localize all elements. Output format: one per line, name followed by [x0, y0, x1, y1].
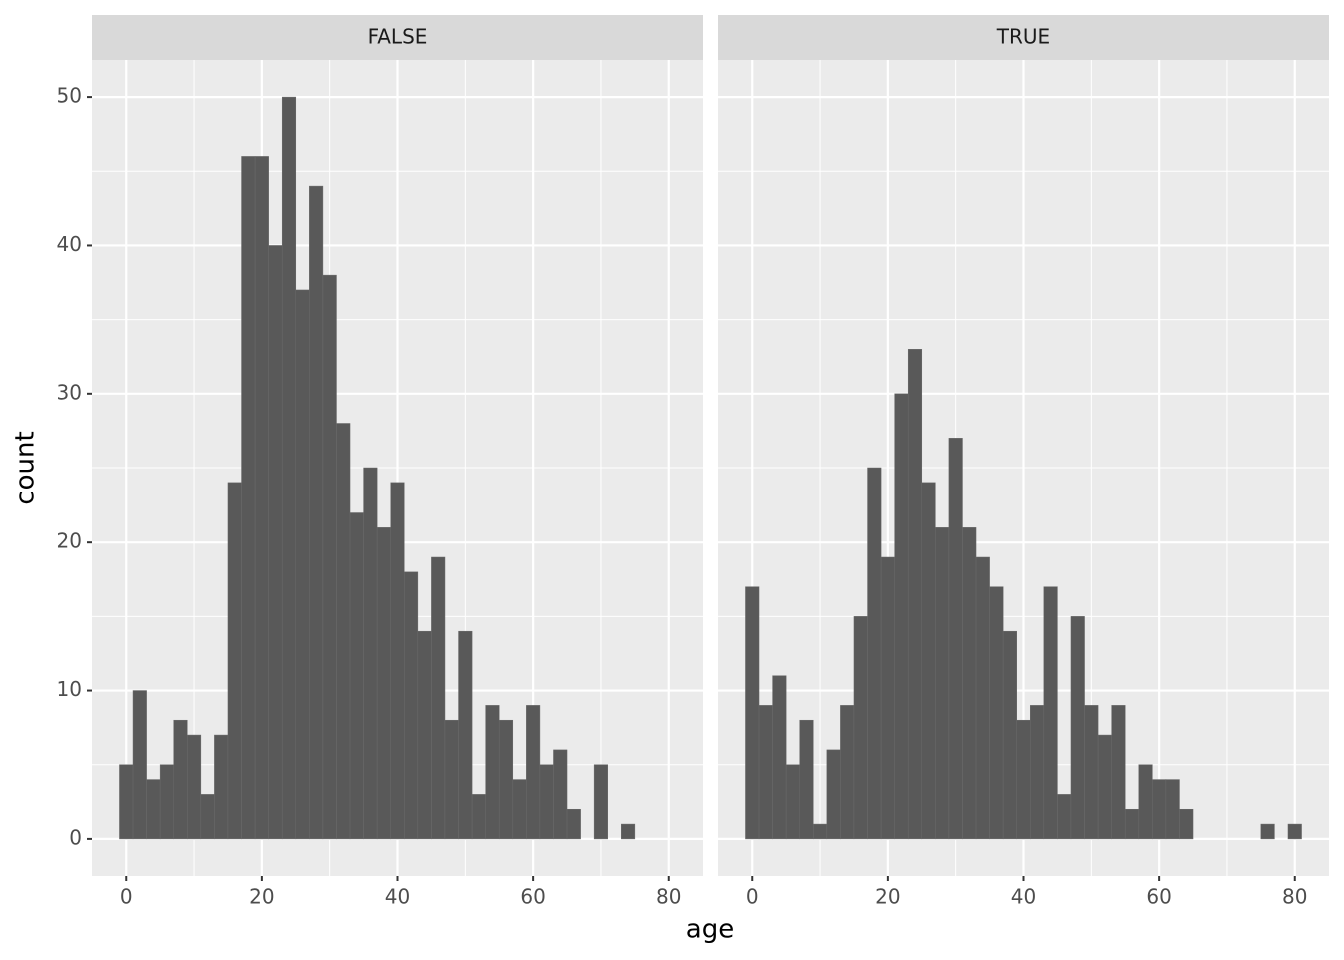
x-tick-label: 40 [1011, 885, 1036, 909]
bar [840, 705, 855, 840]
bar [785, 764, 800, 840]
bar [336, 423, 351, 840]
bar [471, 794, 486, 840]
bar [1084, 705, 1099, 840]
bar [813, 823, 828, 840]
bar [1138, 764, 1153, 840]
bar [758, 705, 773, 840]
bar [417, 630, 432, 840]
bar [1057, 794, 1072, 840]
bar [1287, 823, 1302, 840]
x-tick-label: 60 [520, 885, 545, 909]
bar [322, 274, 337, 840]
bar [1165, 779, 1180, 840]
bar [539, 764, 554, 840]
bar [268, 245, 283, 840]
x-tick-label: 40 [385, 885, 410, 909]
bar [1002, 630, 1017, 840]
bar [1124, 808, 1140, 840]
bar [962, 527, 977, 840]
bar [1016, 719, 1031, 840]
strip-label: FALSE [368, 25, 428, 49]
bar [200, 794, 215, 840]
bar [390, 482, 405, 840]
y-tick-label: 0 [69, 825, 82, 849]
bar [975, 556, 990, 840]
bar [376, 527, 391, 840]
x-tick-label: 0 [746, 885, 759, 909]
y-axis-title: count [11, 431, 41, 504]
bar [593, 764, 608, 840]
y-tick-label: 20 [57, 529, 82, 553]
bar [227, 482, 242, 840]
bar [1043, 586, 1058, 840]
bar [1097, 734, 1112, 840]
strip-background [92, 15, 703, 60]
bar [404, 571, 419, 840]
bar [1111, 705, 1126, 840]
bar [173, 719, 188, 840]
bar [907, 349, 923, 840]
bar [254, 156, 269, 840]
x-tick-label: 20 [875, 885, 900, 909]
strip-background [718, 15, 1329, 60]
bar [458, 630, 473, 840]
bar [799, 719, 814, 840]
x-tick-label: 20 [249, 885, 274, 909]
bar [431, 556, 446, 840]
bar [1152, 779, 1167, 840]
bar [159, 764, 174, 840]
bar [146, 779, 161, 840]
bar [1179, 808, 1194, 840]
bar [745, 586, 760, 840]
bar [214, 734, 229, 840]
bar [1260, 823, 1275, 840]
bar [498, 719, 514, 840]
bar [772, 675, 787, 840]
strip-label: TRUE [996, 25, 1050, 49]
bar [241, 156, 256, 840]
bar [853, 616, 868, 840]
bar [281, 96, 297, 840]
bar [132, 690, 147, 840]
bar [309, 185, 324, 840]
bar [894, 393, 909, 840]
bar [119, 764, 134, 840]
y-tick-label: 50 [57, 84, 82, 108]
bar [553, 749, 568, 840]
bar [1030, 705, 1045, 840]
bar [826, 749, 841, 840]
bar [989, 586, 1004, 840]
bar [512, 779, 527, 840]
y-tick-label: 30 [57, 380, 82, 404]
bar [187, 734, 202, 840]
bar [444, 719, 459, 840]
x-tick-label: 60 [1146, 885, 1171, 909]
bar [867, 467, 882, 840]
bar [349, 512, 364, 840]
y-tick-label: 40 [57, 232, 82, 256]
bar [1070, 616, 1085, 840]
bar [485, 705, 500, 840]
bar [363, 467, 378, 840]
x-tick-label: 80 [1282, 885, 1307, 909]
bar [621, 823, 636, 840]
bar [948, 438, 963, 840]
x-tick-label: 0 [120, 885, 133, 909]
x-tick-label: 80 [656, 885, 681, 909]
y-tick-label: 10 [57, 677, 82, 701]
bar [526, 705, 541, 840]
x-axis-title: age [686, 915, 734, 945]
bar [935, 527, 950, 840]
bar [566, 808, 581, 840]
bar [295, 289, 310, 840]
bar [880, 556, 895, 840]
bar [921, 482, 936, 840]
